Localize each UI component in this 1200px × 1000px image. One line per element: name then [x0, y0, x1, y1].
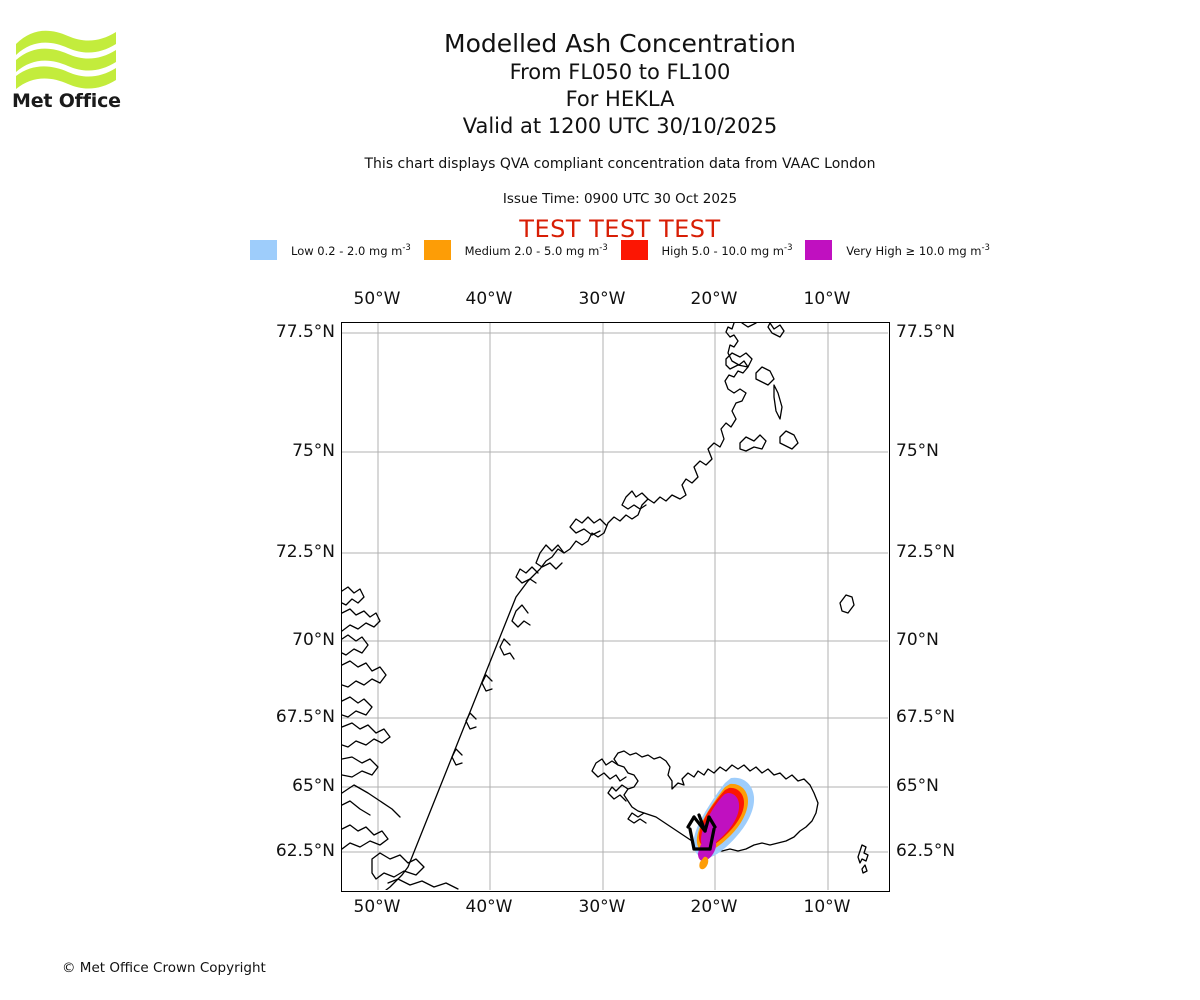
faroe-islands — [857, 844, 869, 864]
map-container: 50°W 50°W 40°W 40°W 30°W 30°W 20°W 20°W 10°W 10°W… — [276, 289, 955, 917]
lat-tick-left-6: 62.5°N — [275, 841, 335, 861]
page-title: Modelled Ash Concentration From FL050 to… — [300, 28, 940, 140]
lon-tick-bottom-3: 20°W — [690, 897, 738, 917]
legend-swatch-low — [250, 240, 277, 260]
copyright-notice: © Met Office Crown Copyright — [62, 960, 266, 976]
greenland-east-coast — [385, 323, 749, 890]
lon-tick-bottom-0: 50°W — [353, 897, 401, 917]
iceland-reykjanes — [627, 812, 647, 824]
greenland-west-coast-3 — [342, 634, 369, 656]
coastlines — [342, 323, 869, 890]
lon-tick-bottom-1: 40°W — [465, 897, 513, 917]
legend-item-medium: Medium 2.0 - 5.0 mg m-3 — [423, 240, 608, 260]
iceland-westfjords — [591, 758, 627, 782]
greenland-southwest-islands — [371, 852, 425, 880]
greenland-fjord-detail-1 — [569, 516, 607, 536]
greenland-west-coast-7 — [342, 756, 379, 778]
met-office-logo — [12, 22, 122, 112]
title-line-4: Valid at 1200 UTC 30/10/2025 — [462, 114, 778, 138]
legend-label-high: High 5.0 - 10.0 mg m-3 — [661, 242, 793, 258]
greenland-fjord-detail-3 — [515, 566, 539, 584]
map-graphic — [342, 323, 888, 890]
lat-tick-right-0: 77.5°N — [896, 322, 956, 342]
lon-tick-top-3: 20°W — [690, 289, 738, 309]
test-banner: TEST TEST TEST — [519, 215, 721, 243]
iceland-west-peninsula — [607, 784, 629, 802]
north-island-2 — [767, 323, 785, 338]
greenland-west-coast-1 — [342, 586, 365, 606]
lat-tick-left-4: 67.5°N — [275, 707, 335, 727]
greenland-fjord-detail-2 — [535, 544, 565, 570]
greenland-south-coast — [387, 878, 459, 890]
map-plot-area — [341, 322, 890, 892]
north-island-5 — [739, 434, 767, 452]
issue-time: Issue Time: 0900 UTC 30 Oct 2025 — [502, 191, 738, 207]
title-line-1: Modelled Ash Concentration — [444, 29, 796, 58]
greenland-fjord-detail-5 — [499, 638, 515, 660]
legend-label-very-high: Very High ≥ 10.0 mg m-3 — [846, 242, 990, 258]
strapline: This chart displays QVA compliant concen… — [364, 156, 876, 172]
greenland-west-coast-2 — [342, 608, 381, 632]
scoresby-sund-fjords — [621, 490, 649, 510]
brand-name: Met Office — [12, 90, 121, 112]
iceland-coastline — [613, 750, 819, 852]
north-island-1 — [741, 323, 757, 328]
jan-mayen-island — [839, 594, 855, 614]
legend-swatch-medium — [423, 240, 451, 260]
lon-tick-top-1: 40°W — [465, 289, 513, 309]
ash-plume — [693, 777, 755, 870]
greenland-fjord-detail-4 — [511, 604, 531, 628]
greenland-fjord-detail-8 — [451, 748, 463, 766]
faroe-island-south — [861, 864, 868, 874]
greenland-west-coast-8 — [342, 784, 401, 818]
lat-tick-right-1: 75°N — [896, 441, 939, 461]
greenland-fjord-detail-6 — [481, 674, 493, 692]
legend-swatch-very-high — [805, 240, 833, 260]
greenland-west-coast-10 — [342, 824, 389, 850]
north-island-6 — [779, 430, 799, 450]
lat-tick-right-4: 67.5°N — [896, 707, 956, 727]
lat-tick-right-6: 62.5°N — [896, 841, 956, 861]
greenland-fjord-detail-7 — [465, 712, 477, 730]
legend-swatch-high — [620, 240, 648, 260]
title-line-2: From FL050 to FL100 — [509, 60, 731, 84]
lat-tick-left-2: 72.5°N — [275, 542, 335, 562]
legend-item-low: Low 0.2 - 2.0 mg m-3 — [250, 240, 411, 260]
north-island-3 — [725, 352, 753, 370]
plume-very-high-contour — [701, 793, 740, 848]
lon-tick-top-0: 50°W — [353, 289, 401, 309]
lat-tick-right-3: 70°N — [896, 630, 939, 650]
lon-tick-top-4: 10°W — [803, 289, 851, 309]
legend-item-very-high: Very High ≥ 10.0 mg m-3 — [805, 240, 990, 260]
greenland-west-coast-9 — [342, 800, 371, 816]
hekla-volcano-marker — [686, 813, 717, 851]
lat-tick-right-2: 72.5°N — [896, 542, 956, 562]
met-office-waves-icon — [16, 30, 116, 89]
greenland-west-coast-6 — [342, 722, 391, 748]
lon-tick-bottom-2: 30°W — [578, 897, 626, 917]
greenland-west-coast-5 — [342, 696, 373, 718]
legend-label-low: Low 0.2 - 2.0 mg m-3 — [291, 242, 411, 258]
legend-label-medium: Medium 2.0 - 5.0 mg m-3 — [464, 242, 608, 258]
north-island-4 — [755, 366, 775, 386]
lon-tick-bottom-4: 10°W — [803, 897, 851, 917]
concentration-legend: Low 0.2 - 2.0 mg m-3 Medium 2.0 - 5.0 mg … — [250, 240, 990, 260]
lat-tick-right-5: 65°N — [896, 776, 939, 796]
lat-tick-left-3: 70°N — [292, 630, 335, 650]
title-line-3: For HEKLA — [565, 87, 675, 111]
lat-tick-left-1: 75°N — [292, 441, 335, 461]
greenland-west-coast-4 — [342, 660, 387, 688]
plume-medium-lobe — [699, 856, 709, 870]
north-island-7 — [773, 384, 783, 420]
map-gridlines — [342, 323, 888, 890]
lon-tick-top-2: 30°W — [578, 289, 626, 309]
lat-tick-left-5: 65°N — [292, 776, 335, 796]
legend-item-high: High 5.0 - 10.0 mg m-3 — [620, 240, 793, 260]
lat-tick-left-0: 77.5°N — [275, 322, 335, 342]
